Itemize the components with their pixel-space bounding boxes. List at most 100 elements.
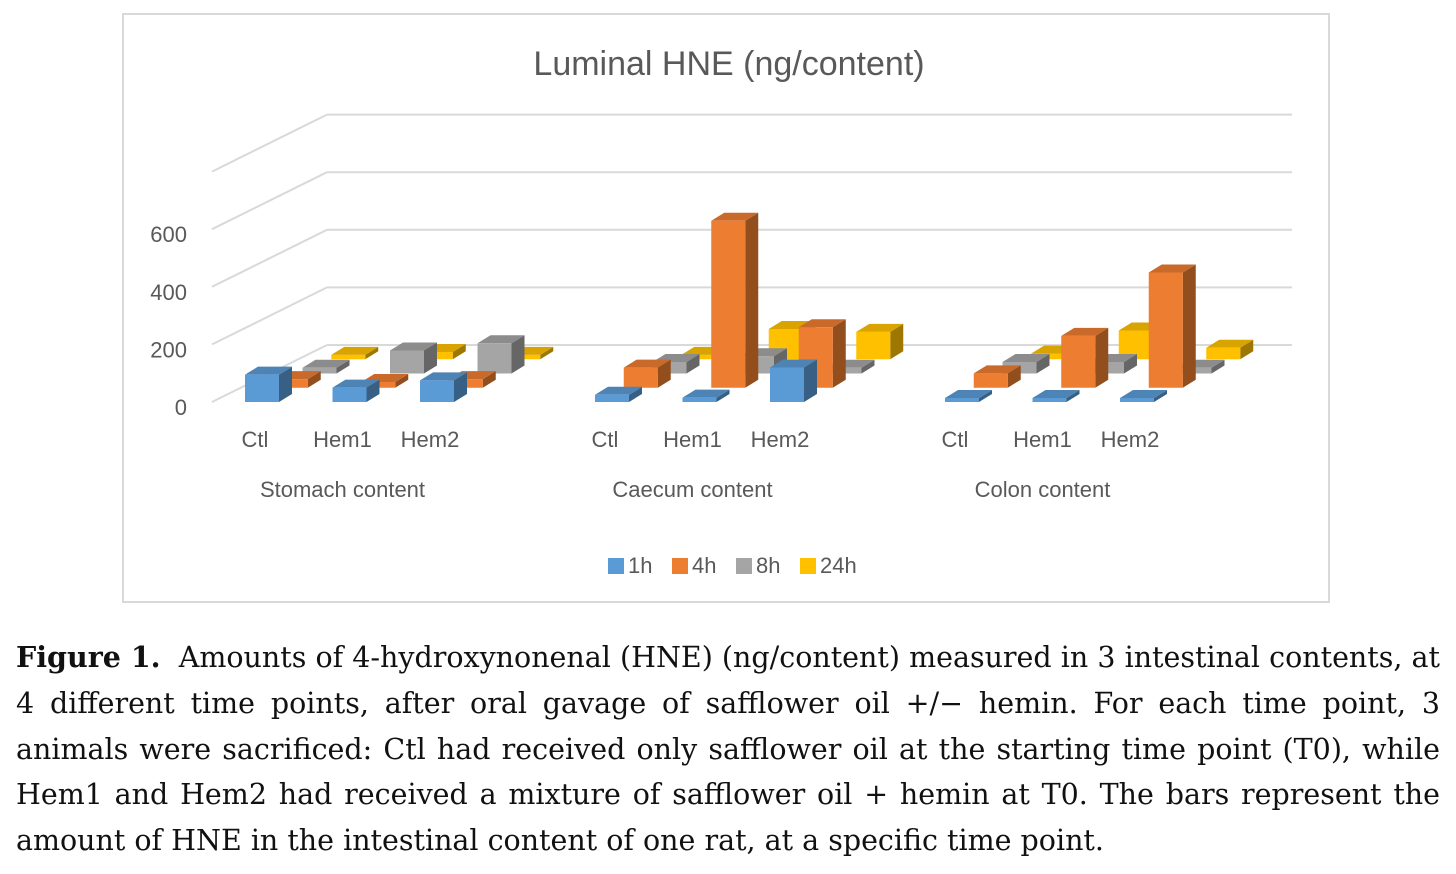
bar-front	[477, 343, 512, 374]
bar-side	[979, 390, 992, 402]
bar-side	[745, 212, 759, 388]
bar-side	[1095, 327, 1109, 388]
bar-side	[1182, 264, 1196, 388]
bar-side	[1211, 359, 1225, 374]
figure-caption: Figure 1. Amounts of 4-hydroxynonenal (H…	[16, 635, 1440, 864]
bar-8h-stomach-hem1	[390, 342, 437, 374]
bar-side	[629, 386, 642, 402]
y-tick-label: 600	[150, 222, 187, 247]
legend-swatch-4h	[672, 558, 688, 574]
bar-1h-caecum-hem1	[682, 389, 730, 402]
bar-front	[682, 397, 717, 402]
bar-top	[798, 319, 846, 328]
x-group-label: Stomach content	[260, 477, 425, 502]
x-group-label: Caecum content	[612, 477, 772, 502]
bar-side	[1240, 339, 1254, 360]
bar-front	[711, 220, 746, 388]
bar-top	[302, 359, 350, 368]
bar-front	[595, 394, 629, 402]
legend-label-1h: 1h	[628, 553, 652, 578]
bar-top	[1002, 353, 1050, 362]
bar-front	[332, 387, 367, 402]
bar-top	[623, 359, 671, 368]
bar-1h-stomach-hem1	[332, 379, 380, 402]
bar-side	[511, 335, 525, 374]
x-category-label: Hem1	[1013, 427, 1072, 452]
gridline-side	[211, 228, 328, 288]
x-category-label: Hem2	[401, 427, 460, 452]
bar-top	[1148, 264, 1196, 273]
caption-text: Amounts of 4-hydroxynonenal (HNE) (ng/co…	[16, 641, 1440, 858]
bar-side	[804, 359, 817, 402]
bar-top	[1206, 339, 1254, 348]
bar-24h-caecum-hem2	[856, 323, 904, 360]
bar-side	[336, 359, 350, 374]
bar-side	[686, 353, 700, 374]
bar-top	[477, 335, 525, 344]
bar-4h-caecum-hem1	[711, 212, 759, 388]
gridline-side	[211, 171, 328, 231]
bar-side	[540, 346, 554, 360]
bar-front	[1148, 272, 1183, 388]
bar-front	[1032, 398, 1067, 402]
bar-side	[454, 372, 467, 402]
bar-front	[420, 380, 454, 402]
chart-svg: Luminal HNE (ng/content) 0 200 400 600 Ctl Hem…	[150, 45, 1292, 578]
y-tick-label: 0	[175, 395, 187, 420]
bar-top	[331, 346, 379, 355]
bar-4h-caecum-ctl	[623, 359, 671, 388]
bar-top	[332, 379, 380, 388]
y-tick-label: 200	[150, 337, 187, 362]
bar-side	[716, 389, 730, 402]
bar-side	[657, 359, 671, 388]
bar-front	[1061, 335, 1096, 388]
bar-top	[1032, 390, 1080, 398]
bar-side	[365, 346, 379, 360]
legend-swatch-24h	[800, 558, 816, 574]
bar-1h-colon-hem1	[1032, 390, 1080, 402]
x-category-label: Ctl	[242, 427, 269, 452]
chart-frame: Luminal HNE (ng/content) 0 200 400 600 Ctl Hem…	[122, 13, 1330, 603]
y-tick-label: 400	[150, 280, 187, 305]
bar-1h-colon-hem2	[1120, 390, 1167, 402]
bar-side	[1007, 365, 1021, 388]
bar-side	[452, 344, 466, 360]
legend-swatch-8h	[736, 558, 752, 574]
x-category-label: Hem2	[1101, 427, 1160, 452]
gridline-side	[211, 286, 328, 346]
bar-4h-colon-ctl	[973, 365, 1021, 388]
gridline-side	[211, 113, 328, 173]
chart-title: Luminal HNE (ng/content)	[533, 45, 924, 83]
x-group-label: Colon content	[975, 477, 1111, 502]
x-category-label: Hem1	[663, 427, 722, 452]
bar-side	[395, 373, 409, 388]
x-category-label: Ctl	[942, 427, 969, 452]
bar-side	[1036, 353, 1050, 374]
bar-front	[945, 398, 979, 402]
bar-side	[1154, 390, 1167, 402]
x-category-label: Hem1	[313, 427, 372, 452]
bar-4h-colon-hem1	[1061, 327, 1109, 388]
bar-top	[595, 386, 642, 395]
bar-front	[1120, 398, 1154, 402]
bar-1h-caecum-ctl	[595, 386, 642, 402]
bar-front	[390, 350, 424, 374]
bar-front	[973, 373, 1008, 388]
bar-side	[832, 319, 846, 388]
legend-swatch-1h	[608, 558, 624, 574]
legend-label-24h: 24h	[820, 553, 857, 578]
bar-8h-stomach-hem2	[477, 335, 525, 374]
bar-top	[770, 359, 817, 368]
bar-top	[245, 366, 292, 375]
bar-side	[279, 366, 292, 402]
bar-front	[245, 374, 279, 402]
bar-top	[1061, 327, 1109, 336]
bar-front	[856, 331, 891, 360]
bar-front	[331, 354, 366, 360]
bar-top	[973, 365, 1021, 374]
bar-side	[861, 359, 875, 374]
caption-label: Figure 1.	[16, 640, 161, 674]
legend-label-8h: 8h	[756, 553, 780, 578]
bar-side	[307, 371, 321, 388]
bar-1h-stomach-ctl	[245, 366, 292, 402]
